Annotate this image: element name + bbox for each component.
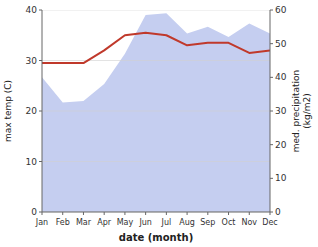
- y-axis-label: max temp (C): [3, 80, 13, 142]
- y2-tick: [270, 144, 273, 145]
- y-tick-label: 10: [26, 157, 38, 167]
- y2-tick: [270, 10, 273, 11]
- x-tick: [145, 212, 146, 215]
- x-axis-label: date (month): [119, 232, 193, 243]
- y2-tick-label: 50: [275, 39, 287, 49]
- x-tick-label: Dec: [262, 218, 277, 227]
- y-tick-label: 40: [26, 5, 38, 15]
- y-tick-label: 0: [31, 207, 37, 217]
- x-tick-label: Feb: [56, 218, 70, 227]
- precipitation-area: [42, 13, 270, 212]
- y2-tick-label: 40: [275, 72, 287, 82]
- y2-tick: [270, 178, 273, 179]
- y2-axis-label-line: (kg/m2): [302, 93, 312, 128]
- x-tick: [42, 212, 43, 215]
- y2-tick: [270, 111, 273, 112]
- grid-line: [42, 60, 270, 61]
- grid-line: [42, 10, 270, 11]
- x-tick: [166, 212, 167, 215]
- y-tick-label: 30: [26, 56, 38, 66]
- y2-tick: [270, 77, 273, 78]
- y2-tick: [270, 43, 273, 44]
- x-tick-label: Jun: [138, 218, 152, 227]
- plot-area: [42, 10, 270, 212]
- y-tick: [39, 10, 42, 11]
- x-tick-label: Apr: [97, 218, 112, 227]
- y-tick: [39, 60, 42, 61]
- y2-tick-label: 0: [275, 207, 281, 217]
- x-tick-label: Oct: [222, 218, 236, 227]
- x-tick: [207, 212, 208, 215]
- grid-line: [42, 212, 270, 213]
- grid-line: [42, 111, 270, 112]
- y2-axis-label: med. precipitation(kg/m2): [291, 70, 312, 152]
- y2-tick-label: 10: [275, 173, 287, 183]
- x-tick: [249, 212, 250, 215]
- x-tick-label: Aug: [179, 218, 195, 227]
- chart: 0 10 20 30 40 0 10 20 30 40 50 60 Jan Feb Mar Apr May Jun…: [0, 0, 318, 247]
- y2-axis-label-line: med. precipitation: [291, 70, 301, 152]
- x-axis-line: [42, 212, 270, 213]
- x-tick: [62, 212, 63, 215]
- y2-tick-label: 20: [275, 140, 287, 150]
- temperature-line: [42, 33, 270, 63]
- y2-tick-label: 30: [275, 106, 287, 116]
- x-tick-label: Mar: [76, 218, 92, 227]
- x-tick-label: Jan: [35, 218, 48, 227]
- y2-tick-label: 60: [275, 5, 287, 15]
- y-tick: [39, 111, 42, 112]
- y-tick: [39, 161, 42, 162]
- x-tick-label: Nov: [241, 218, 257, 227]
- x-tick: [270, 212, 271, 215]
- x-tick: [104, 212, 105, 215]
- x-tick: [83, 212, 84, 215]
- grid-line: [42, 161, 270, 162]
- x-tick: [124, 212, 125, 215]
- x-tick-label: May: [117, 218, 134, 227]
- y-tick-label: 20: [26, 106, 38, 116]
- x-tick-label: Sep: [200, 218, 215, 227]
- x-tick: [187, 212, 188, 215]
- x-tick-label: Jul: [161, 218, 172, 227]
- x-tick: [228, 212, 229, 215]
